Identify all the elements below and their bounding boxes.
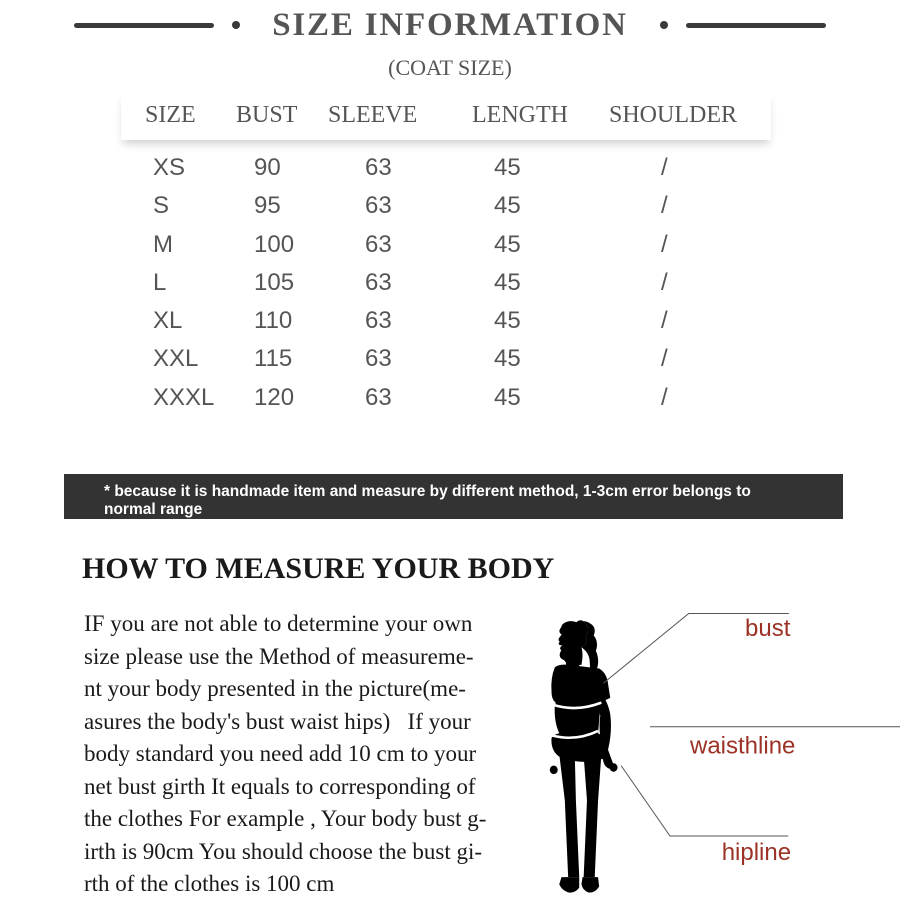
svg-text:bust: bust: [745, 615, 791, 642]
svg-text:waisthline: waisthline: [689, 732, 795, 759]
svg-text:hipline: hipline: [722, 839, 791, 866]
